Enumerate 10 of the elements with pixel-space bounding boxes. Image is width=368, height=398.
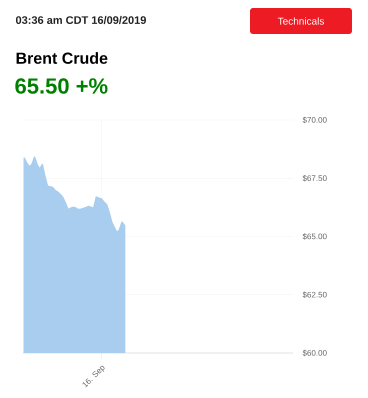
text: Technicals (278, 17, 324, 25)
y-tick-label: $62.50 (302, 292, 327, 298)
y-tick-label: $67.50 (302, 175, 327, 182)
y-tick-label: $60.00 (302, 350, 327, 356)
y-tick-label: $65.00 (302, 233, 327, 240)
x-tick-label: 16. Sep (82, 366, 105, 388)
chart-subtitle: 65.50 +% (15, 78, 108, 94)
y-tick-label: $70.00 (302, 116, 327, 124)
chart-title: Brent Crude (16, 52, 108, 64)
text: 03:36 am CDT 16/09/2019 (16, 16, 146, 24)
